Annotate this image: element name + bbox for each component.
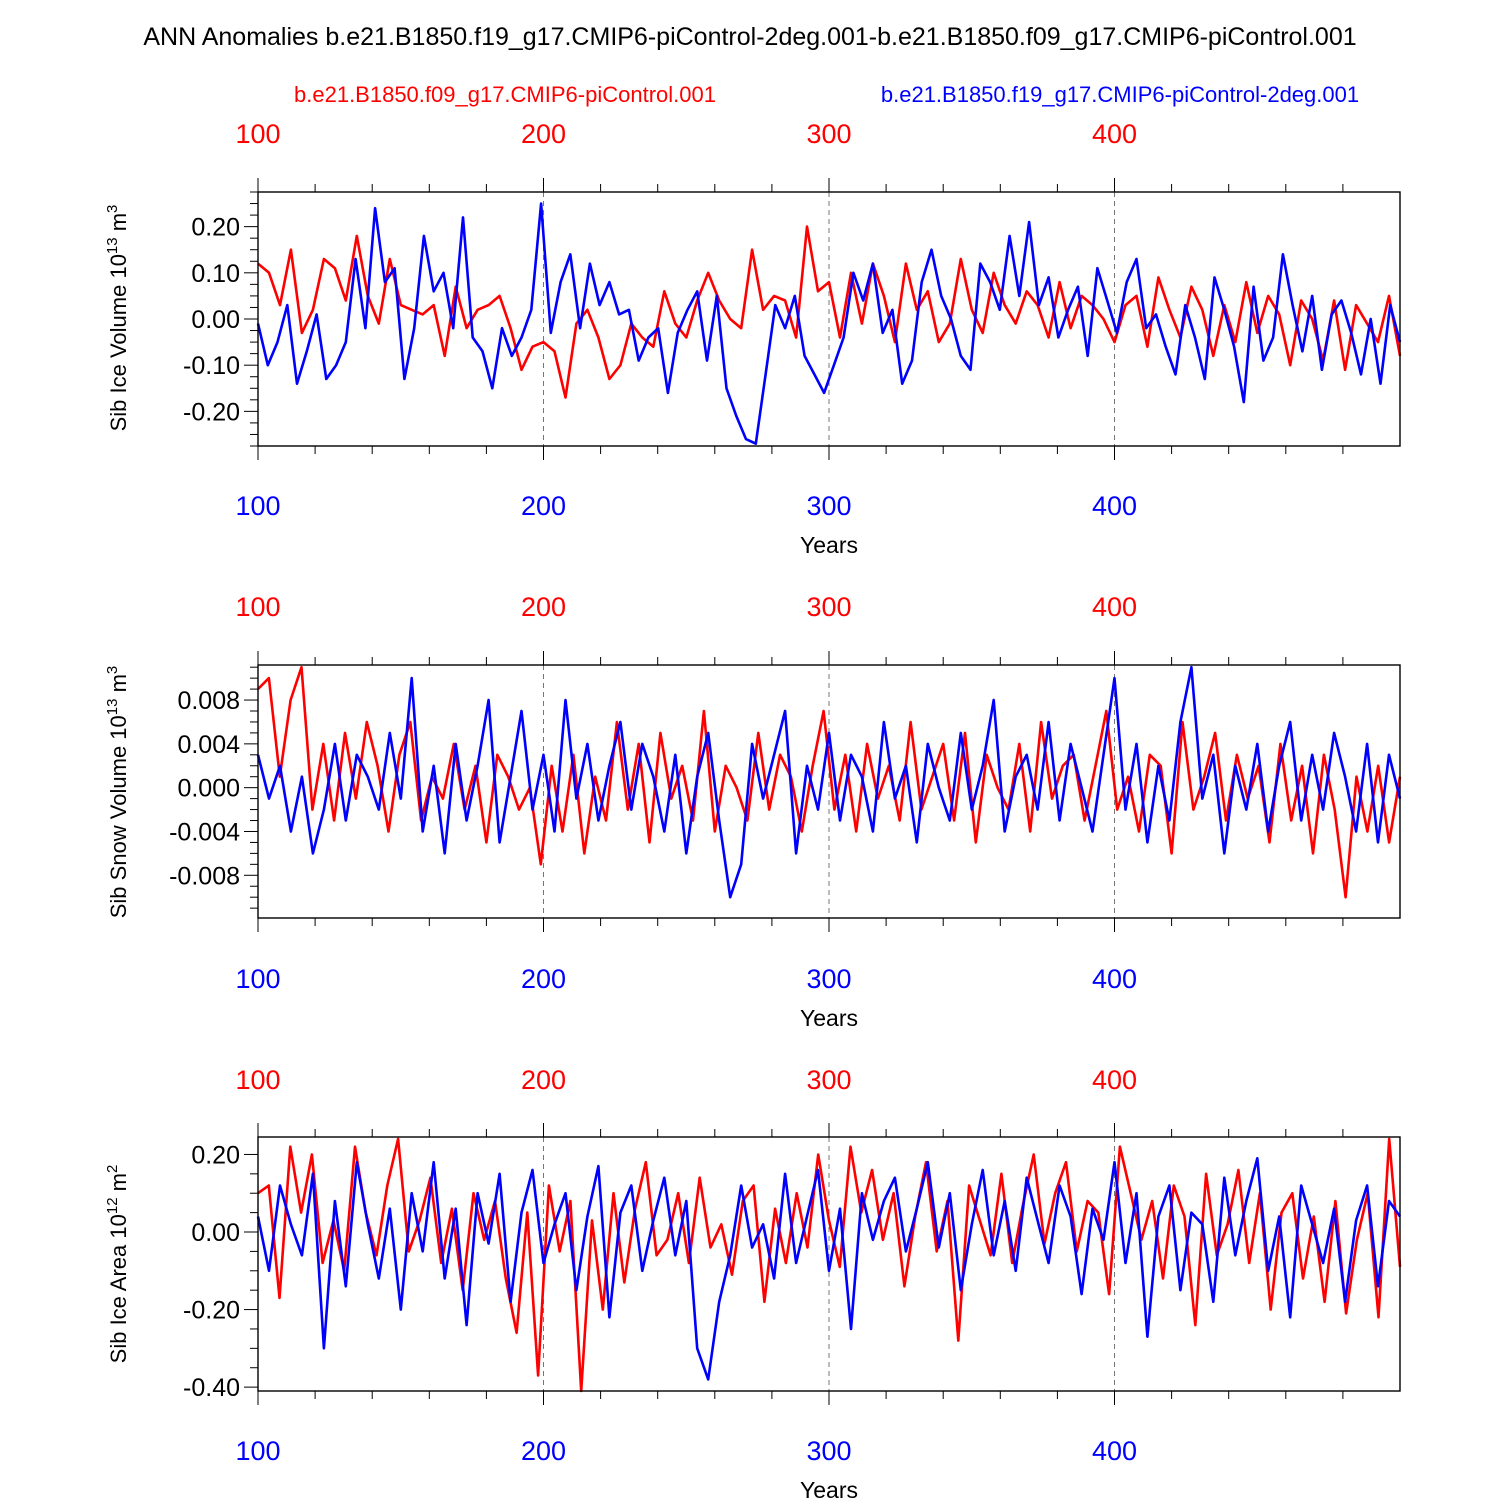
y-tick-label: -0.008 <box>169 862 240 890</box>
panel-ice-area: 100 200 300 400 100 200 300 400 Years 0.20 0.00 -0.… <box>104 1065 1402 1500</box>
series-line-red <box>257 1137 1402 1393</box>
y-tick-label: 0.000 <box>177 775 240 803</box>
plot-frame <box>257 191 1401 447</box>
bottom-tick-label: 200 <box>521 1436 566 1466</box>
bottom-tick-label: 100 <box>235 964 280 994</box>
x-axis-title: Years <box>800 1005 858 1031</box>
bottom-tick-label: 200 <box>521 964 566 994</box>
series-line-blue <box>256 202 1402 446</box>
top-tick-label: 100 <box>235 1065 280 1095</box>
top-tick-label: 100 <box>235 119 280 149</box>
top-tick-label: 400 <box>1092 1065 1137 1095</box>
bottom-tick-label: 400 <box>1092 491 1137 521</box>
plot-frame <box>257 1136 1401 1392</box>
bottom-tick-label: 400 <box>1092 964 1137 994</box>
y-tick-label: 0.20 <box>191 214 240 242</box>
bottom-tick-label: 200 <box>521 491 566 521</box>
top-tick-label: 400 <box>1092 592 1137 622</box>
top-tick-label: 200 <box>521 1065 566 1095</box>
y-tick-label: 0.00 <box>191 1219 240 1247</box>
x-axis-title: Years <box>800 1477 858 1500</box>
top-tick-label: 200 <box>521 592 566 622</box>
y-tick-label: 0.10 <box>191 260 240 288</box>
y-tick-label: -0.10 <box>183 352 240 380</box>
y-axis-title: Sib Ice Area 1012 m2 <box>104 1165 131 1364</box>
y-tick-label: 0.008 <box>177 687 240 715</box>
y-tick-label: 0.00 <box>191 306 240 334</box>
series-line-red <box>257 665 1402 899</box>
panel-ice-volume: 100 200 300 400 100 200 300 400 Years 0.20 0.10 0.0… <box>104 119 1402 558</box>
top-tick-label: 300 <box>806 1065 851 1095</box>
legend-red-case: b.e21.B1850.f09_g17.CMIP6-piControl.001 <box>294 82 716 107</box>
plot-frame <box>257 664 1401 919</box>
bottom-tick-label: 400 <box>1092 1436 1137 1466</box>
top-tick-label: 300 <box>806 592 851 622</box>
bottom-tick-label: 100 <box>235 1436 280 1466</box>
bottom-tick-label: 100 <box>235 491 280 521</box>
y-axis-title: Sib Ice Volume 1013 m3 <box>104 205 131 432</box>
y-tick-label: 0.004 <box>177 731 240 759</box>
bottom-tick-label: 300 <box>806 491 851 521</box>
y-axis-title: Sib Snow Volume 1013 m3 <box>104 666 131 919</box>
y-tick-label: -0.004 <box>169 818 240 846</box>
legend-blue-case: b.e21.B1850.f19_g17.CMIP6-piControl-2deg… <box>881 82 1359 107</box>
series-line-blue <box>256 1157 1402 1381</box>
series-line-blue <box>256 665 1402 899</box>
y-tick-label: 0.20 <box>191 1141 240 1169</box>
top-tick-label: 400 <box>1092 119 1137 149</box>
panel-snow-volume: 100 200 300 400 100 200 300 400 Years 0.008 0.004 0… <box>104 592 1402 1031</box>
y-tick-label: -0.20 <box>183 1297 240 1325</box>
y-tick-label: -0.20 <box>183 398 240 426</box>
bottom-tick-label: 300 <box>806 964 851 994</box>
bottom-tick-label: 300 <box>806 1436 851 1466</box>
top-tick-label: 300 <box>806 119 851 149</box>
x-axis-title: Years <box>800 532 858 558</box>
top-tick-label: 200 <box>521 119 566 149</box>
y-tick-label: -0.40 <box>183 1374 240 1402</box>
top-tick-label: 100 <box>235 592 280 622</box>
figure-title: ANN Anomalies b.e21.B1850.f19_g17.CMIP6-… <box>143 23 1356 51</box>
